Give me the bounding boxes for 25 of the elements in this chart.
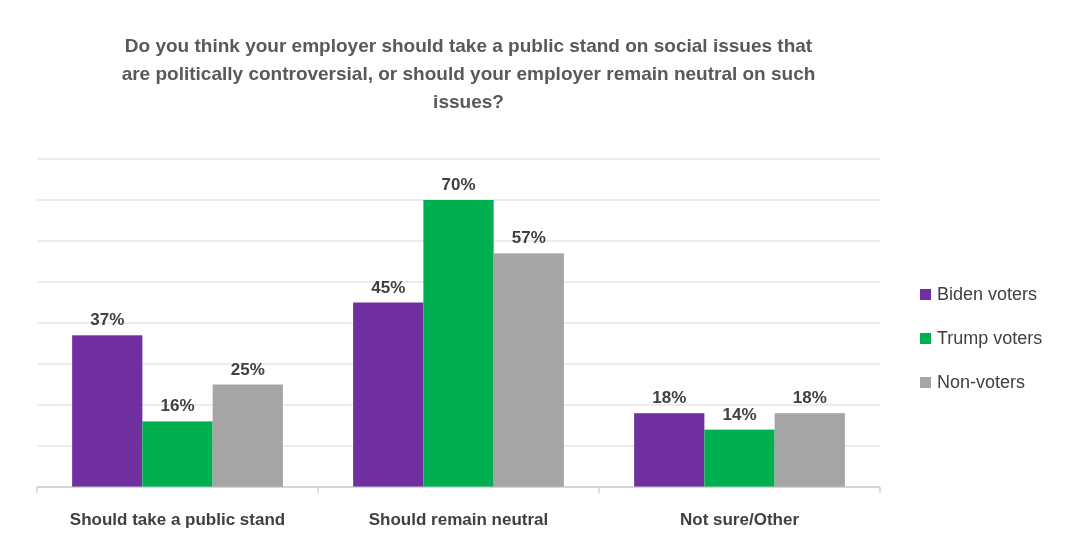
data-label: 14% [722,404,757,424]
data-label: 16% [160,396,195,416]
x-tick-label: Should remain neutral [368,510,549,529]
data-label: 57% [511,228,546,248]
bar [423,200,494,487]
bar [142,421,213,487]
legend-label: Biden voters [937,284,1038,304]
bar [704,429,775,487]
legend-label: Non-voters [937,372,1026,392]
data-label: 37% [90,310,125,330]
bar [493,253,564,487]
bar [353,302,424,487]
data-label: 25% [230,359,265,379]
bar [634,413,705,487]
x-tick-label: Not sure/Other [679,510,800,529]
bar [72,335,143,487]
data-label: 45% [371,277,406,297]
bar [774,413,845,487]
data-label: 18% [792,388,827,408]
legend-label: Trump voters [937,328,1043,348]
x-tick-label: Should take a public stand [69,510,286,529]
data-label: 70% [441,175,476,194]
bar [212,384,283,487]
chart-title: Do you think your employer should take a public stand on social issues that are politically controversial, or should your employer remain neutral on such issues? [121,35,816,112]
data-label: 18% [652,388,687,408]
